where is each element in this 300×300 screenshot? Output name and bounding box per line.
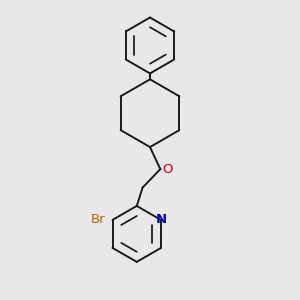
Text: N: N [155,213,167,226]
Text: Br: Br [91,213,105,226]
Text: O: O [162,163,172,176]
